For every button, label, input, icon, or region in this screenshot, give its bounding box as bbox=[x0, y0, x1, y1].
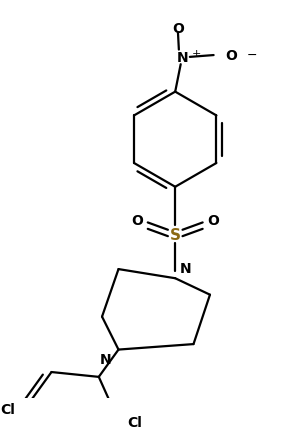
Text: O: O bbox=[225, 49, 237, 63]
Text: O: O bbox=[208, 213, 219, 227]
Text: Cl: Cl bbox=[127, 415, 142, 429]
Text: O: O bbox=[131, 213, 143, 227]
Text: +: + bbox=[192, 49, 201, 58]
Text: S: S bbox=[170, 227, 181, 242]
Text: N: N bbox=[99, 353, 111, 366]
Text: −: − bbox=[247, 49, 257, 61]
Text: O: O bbox=[172, 22, 184, 36]
Text: N: N bbox=[177, 51, 188, 65]
Text: Cl: Cl bbox=[0, 402, 15, 416]
Text: N: N bbox=[180, 262, 192, 276]
